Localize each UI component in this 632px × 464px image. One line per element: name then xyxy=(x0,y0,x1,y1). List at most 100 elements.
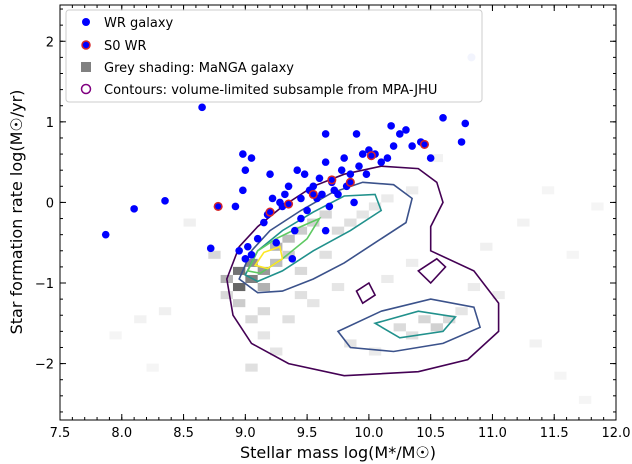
x-tick-label: 9.5 xyxy=(297,426,318,441)
legend-box xyxy=(65,9,483,103)
wr-point xyxy=(284,182,293,191)
s0-point xyxy=(265,207,275,217)
grey-cell xyxy=(529,339,542,348)
x-tick-label: 7.5 xyxy=(50,426,71,441)
wr-point xyxy=(321,226,330,235)
wr-point xyxy=(334,190,342,199)
grey-cell xyxy=(405,186,419,195)
legend-label-contour: Contours: volume-limited subsample from … xyxy=(104,83,437,98)
wr-point xyxy=(297,214,305,223)
grey-cell xyxy=(368,202,382,211)
wr-point xyxy=(244,242,252,251)
grey-cell xyxy=(282,250,295,259)
grey-cell xyxy=(232,283,246,292)
grey-cell xyxy=(294,291,308,300)
grey-cell xyxy=(319,250,332,259)
wr-point xyxy=(293,166,302,174)
wr-point xyxy=(387,122,395,130)
grey-cell xyxy=(109,331,122,340)
grey-cell xyxy=(331,226,345,235)
wr-point xyxy=(239,150,247,158)
wr-point xyxy=(389,142,398,150)
grey-cell xyxy=(331,283,345,292)
x-tick-label: 8.5 xyxy=(173,426,194,441)
y-tick-label: 0 xyxy=(46,196,54,211)
grey-cell xyxy=(430,323,444,332)
y-axis-label: Star formation rate log(M☉/yr) xyxy=(7,90,26,335)
wr-point xyxy=(346,170,355,179)
wr-point xyxy=(355,162,363,170)
grey-cell xyxy=(146,363,159,372)
wr-point xyxy=(321,158,330,166)
grey-cell xyxy=(245,315,258,324)
s0-point xyxy=(327,175,337,185)
wr-point xyxy=(268,194,277,203)
wr-point xyxy=(309,182,318,191)
x-tick-label: 10.5 xyxy=(416,426,445,441)
wr-point xyxy=(377,158,386,166)
grey-cell xyxy=(245,363,258,372)
x-tick-label: 10.0 xyxy=(354,426,383,441)
wr-point xyxy=(161,197,169,205)
contour-line xyxy=(355,281,377,305)
grey-cell xyxy=(294,226,308,235)
grey-cell xyxy=(554,371,567,380)
x-tick-label: 9.0 xyxy=(235,426,256,441)
grey-cell xyxy=(232,266,246,275)
grey-cell xyxy=(208,250,221,259)
wr-point xyxy=(358,150,367,158)
y-tick-label: 2 xyxy=(46,35,54,50)
grey-cell xyxy=(578,395,592,404)
grey-cell xyxy=(566,250,579,259)
plot-frame xyxy=(59,4,617,421)
s0-point xyxy=(419,139,430,149)
s0-point xyxy=(345,177,355,187)
contour-line xyxy=(417,257,447,285)
grey-cell xyxy=(467,283,481,292)
wr-point xyxy=(318,190,326,199)
grey-cell xyxy=(294,266,308,275)
grey-cell xyxy=(257,331,271,340)
legend: WR galaxy S0 WR Grey shading: MaNGA gala… xyxy=(65,9,483,103)
wr-point xyxy=(101,230,110,239)
grey-cell xyxy=(134,315,147,324)
grey-cell xyxy=(517,218,530,227)
y-tick-label: −2 xyxy=(35,358,54,373)
grey-cell xyxy=(270,242,283,251)
wr-point xyxy=(241,166,250,174)
contour-line xyxy=(244,193,383,283)
grey-cell xyxy=(480,242,493,251)
wr-point xyxy=(439,114,447,122)
legend-marker-grey xyxy=(81,62,91,72)
wr-point xyxy=(247,154,256,162)
grey-cell xyxy=(393,323,406,332)
grey-cell xyxy=(257,307,271,316)
wr-point xyxy=(383,154,392,162)
wr-point xyxy=(457,138,466,146)
grey-cell xyxy=(158,307,172,316)
wr-point xyxy=(290,226,299,235)
grey-cell xyxy=(430,154,444,163)
legend-marker-s0 xyxy=(81,40,91,50)
grey-cell xyxy=(319,210,332,219)
legend-marker-wr xyxy=(82,18,90,26)
x-tick-label: 11.5 xyxy=(540,426,569,441)
wr-point xyxy=(235,246,243,255)
wr-point xyxy=(231,202,240,211)
wr-galaxy-points xyxy=(101,53,476,263)
s0-point xyxy=(308,189,318,199)
x-tick-label: 12.0 xyxy=(602,426,631,441)
wr-point xyxy=(352,130,361,138)
wr-point xyxy=(303,206,311,215)
grey-cell xyxy=(443,315,456,324)
wr-point xyxy=(198,103,206,112)
y-tick-label: 1 xyxy=(46,116,54,131)
wr-point xyxy=(315,174,324,183)
wr-point xyxy=(272,238,281,247)
wr-point xyxy=(297,194,305,203)
grey-cell xyxy=(591,202,604,211)
grey-cell xyxy=(381,274,394,284)
grey-cell xyxy=(541,186,555,195)
contour-line xyxy=(253,245,284,270)
